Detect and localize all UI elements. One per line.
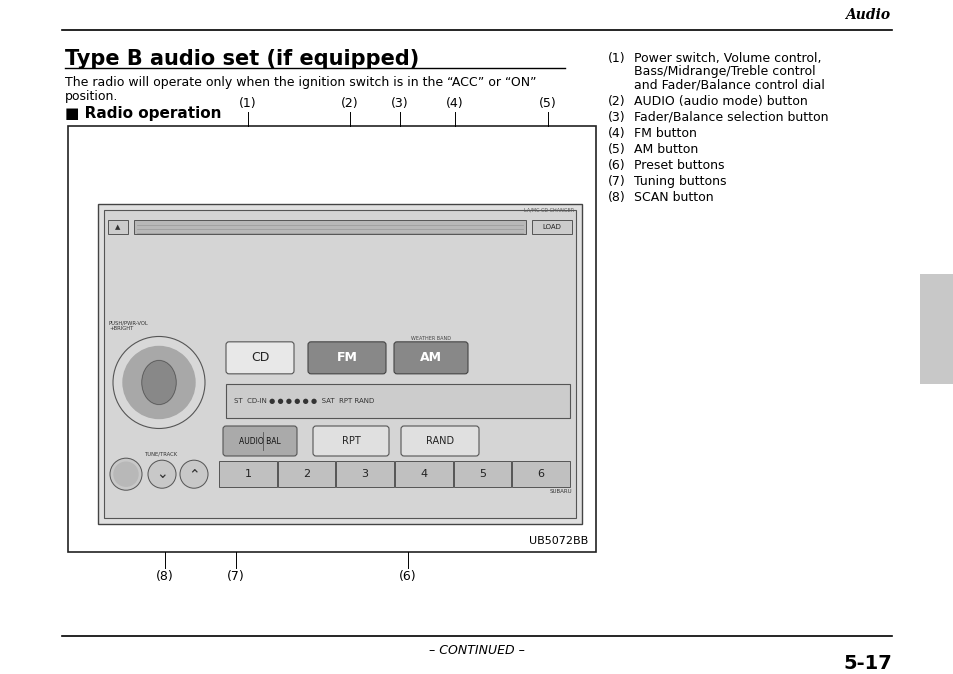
Text: (2): (2) [607, 95, 625, 108]
Text: (1): (1) [239, 97, 256, 110]
Bar [108, 220, 128, 234]
Text: AUDIO (audio mode) button: AUDIO (audio mode) button [634, 95, 807, 108]
Text: Fader/Balance selection button: Fader/Balance selection button [634, 111, 827, 124]
Bar [454, 461, 511, 487]
Text: (7): (7) [607, 175, 625, 188]
Text: LOAD: LOAD [542, 224, 561, 230]
Text: (1): (1) [607, 52, 625, 65]
Text: Tuning buttons: Tuning buttons [634, 175, 726, 188]
Text: Type B audio set (if equipped): Type B audio set (if equipped) [65, 49, 418, 69]
Text: Bass/Midrange/Treble control: Bass/Midrange/Treble control [634, 65, 815, 78]
Bar [336, 461, 394, 487]
Text: 1: 1 [244, 469, 251, 479]
Text: LA/MC CD CHANGER: LA/MC CD CHANGER [523, 207, 574, 212]
Text: (6): (6) [607, 159, 625, 172]
FancyBboxPatch shape [226, 342, 294, 374]
Text: Power switch, Volume control,: Power switch, Volume control, [634, 52, 821, 65]
Text: PUSH/PWR-VOL
+BRIGHT: PUSH/PWR-VOL +BRIGHT [109, 321, 149, 332]
Text: ▲: ▲ [115, 224, 121, 230]
Text: (5): (5) [607, 143, 625, 156]
Text: AUDIO BAL: AUDIO BAL [239, 437, 280, 446]
Text: (4): (4) [607, 127, 625, 140]
FancyBboxPatch shape [394, 342, 468, 374]
Text: ST  CD-IN ● ● ● ● ● ●  SAT  RPT RAND: ST CD-IN ● ● ● ● ● ● SAT RPT RAND [233, 398, 374, 404]
Text: ⌃: ⌃ [188, 467, 199, 481]
Circle shape [113, 462, 138, 486]
Ellipse shape [142, 361, 176, 404]
Text: and Fader/Balance control dial: and Fader/Balance control dial [634, 78, 824, 91]
Circle shape [112, 336, 205, 429]
Text: AM button: AM button [634, 143, 698, 156]
Text: SCAN: SCAN [118, 472, 133, 477]
Text: ⌄: ⌄ [156, 467, 168, 481]
Circle shape [110, 458, 142, 490]
Text: Audio: Audio [844, 8, 889, 22]
FancyBboxPatch shape [313, 426, 389, 456]
Text: (8): (8) [607, 191, 625, 204]
Text: (6): (6) [398, 570, 416, 583]
Bar [98, 204, 581, 524]
Text: 3: 3 [361, 469, 368, 479]
Bar [919, 274, 953, 384]
Text: FM button: FM button [634, 127, 696, 140]
Bar [219, 461, 276, 487]
Text: The radio will operate only when the ignition switch is in the “ACC” or “ON”: The radio will operate only when the ign… [65, 76, 536, 89]
Text: TUNE/TRACK: TUNE/TRACK [145, 451, 178, 456]
Bar [68, 126, 596, 552]
Bar [104, 210, 576, 518]
Bar [226, 384, 569, 418]
Text: 5: 5 [478, 469, 485, 479]
Circle shape [123, 346, 194, 419]
Bar [512, 461, 569, 487]
Text: 4: 4 [420, 469, 427, 479]
Text: 6: 6 [537, 469, 544, 479]
Text: (5): (5) [538, 97, 557, 110]
Text: UB5072BB: UB5072BB [528, 536, 587, 546]
Text: SCAN button: SCAN button [634, 191, 713, 204]
Text: WEATHER BAND: WEATHER BAND [411, 336, 451, 341]
Text: – CONTINUED –: – CONTINUED – [429, 644, 524, 657]
Text: position.: position. [65, 90, 118, 103]
Text: Preset buttons: Preset buttons [634, 159, 723, 172]
Text: (8): (8) [156, 570, 173, 583]
Text: (3): (3) [391, 97, 409, 110]
Bar [532, 220, 572, 234]
Text: AM: AM [419, 351, 441, 365]
Text: RAND: RAND [425, 436, 454, 446]
Text: CD: CD [251, 351, 269, 365]
Bar [133, 220, 525, 234]
Text: (3): (3) [607, 111, 625, 124]
Bar [277, 461, 335, 487]
FancyBboxPatch shape [223, 426, 296, 456]
Text: (2): (2) [341, 97, 358, 110]
Bar [395, 461, 452, 487]
Circle shape [180, 460, 208, 488]
Text: SUBARU: SUBARU [549, 489, 572, 494]
Text: FM: FM [336, 351, 357, 365]
FancyBboxPatch shape [400, 426, 478, 456]
Text: 2: 2 [303, 469, 310, 479]
FancyBboxPatch shape [308, 342, 386, 374]
Text: 5-17: 5-17 [842, 654, 891, 673]
Text: ■ Radio operation: ■ Radio operation [65, 106, 221, 121]
Text: RPT: RPT [341, 436, 360, 446]
Circle shape [148, 460, 175, 488]
Text: (4): (4) [446, 97, 463, 110]
Text: (7): (7) [227, 570, 245, 583]
